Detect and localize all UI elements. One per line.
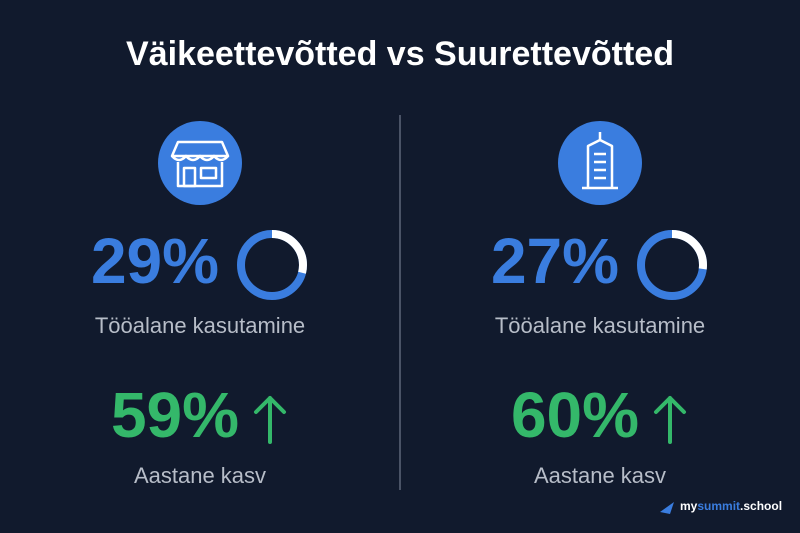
growth-arrow [254, 396, 286, 444]
growth-arrow [654, 396, 686, 444]
usage-caption: Tööalane kasutamine [495, 313, 705, 338]
building-icon [558, 121, 642, 205]
brand: mysummit.school [660, 499, 782, 514]
ring-arc [637, 230, 707, 300]
title: Väikeettevõtted vs Suurettevõtted [126, 35, 674, 73]
growth-caption: Aastane kasv [134, 463, 266, 488]
brand-text: mysummit.school [680, 499, 782, 513]
usage-value: 27% [491, 225, 619, 297]
brand-part: my [680, 499, 698, 513]
usage-value: 29% [91, 225, 219, 297]
usage-caption: Tööalane kasutamine [95, 313, 305, 338]
store-icon [158, 121, 242, 205]
ring-arc [237, 230, 307, 300]
brand-part: .school [740, 499, 782, 513]
growth-value: 60% [511, 379, 639, 451]
growth-value: 59% [111, 379, 239, 451]
brand-icon [660, 502, 674, 514]
brand-part: summit [697, 499, 740, 513]
growth-caption: Aastane kasv [534, 463, 666, 488]
